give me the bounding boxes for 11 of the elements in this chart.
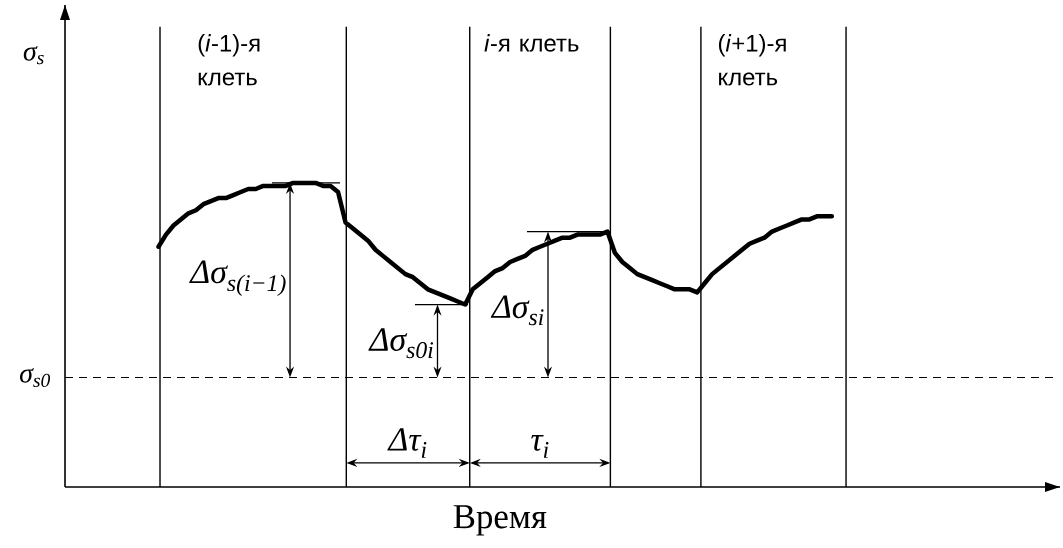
annotation: τ$_{i}$ [531, 434, 549, 458]
annotation: Δσ$_{s0i}$ [368, 328, 434, 359]
text: i-я клеть [484, 34, 579, 52]
y-axis-title: σ$_{s}$ [23, 45, 44, 65]
x-axis-title: Время [453, 505, 547, 536]
ref-line-label: σ$_{s0}$ [20, 368, 51, 388]
annotation: Δσ$_{si}$ [490, 295, 544, 326]
annotation: Δτ$_{i}$ [387, 428, 427, 458]
text: (i-1)-я клеть [198, 34, 260, 86]
annotation: Δσ$_{s(i−1)}$ [189, 260, 286, 296]
text: (i+1)-я клеть [718, 34, 786, 86]
